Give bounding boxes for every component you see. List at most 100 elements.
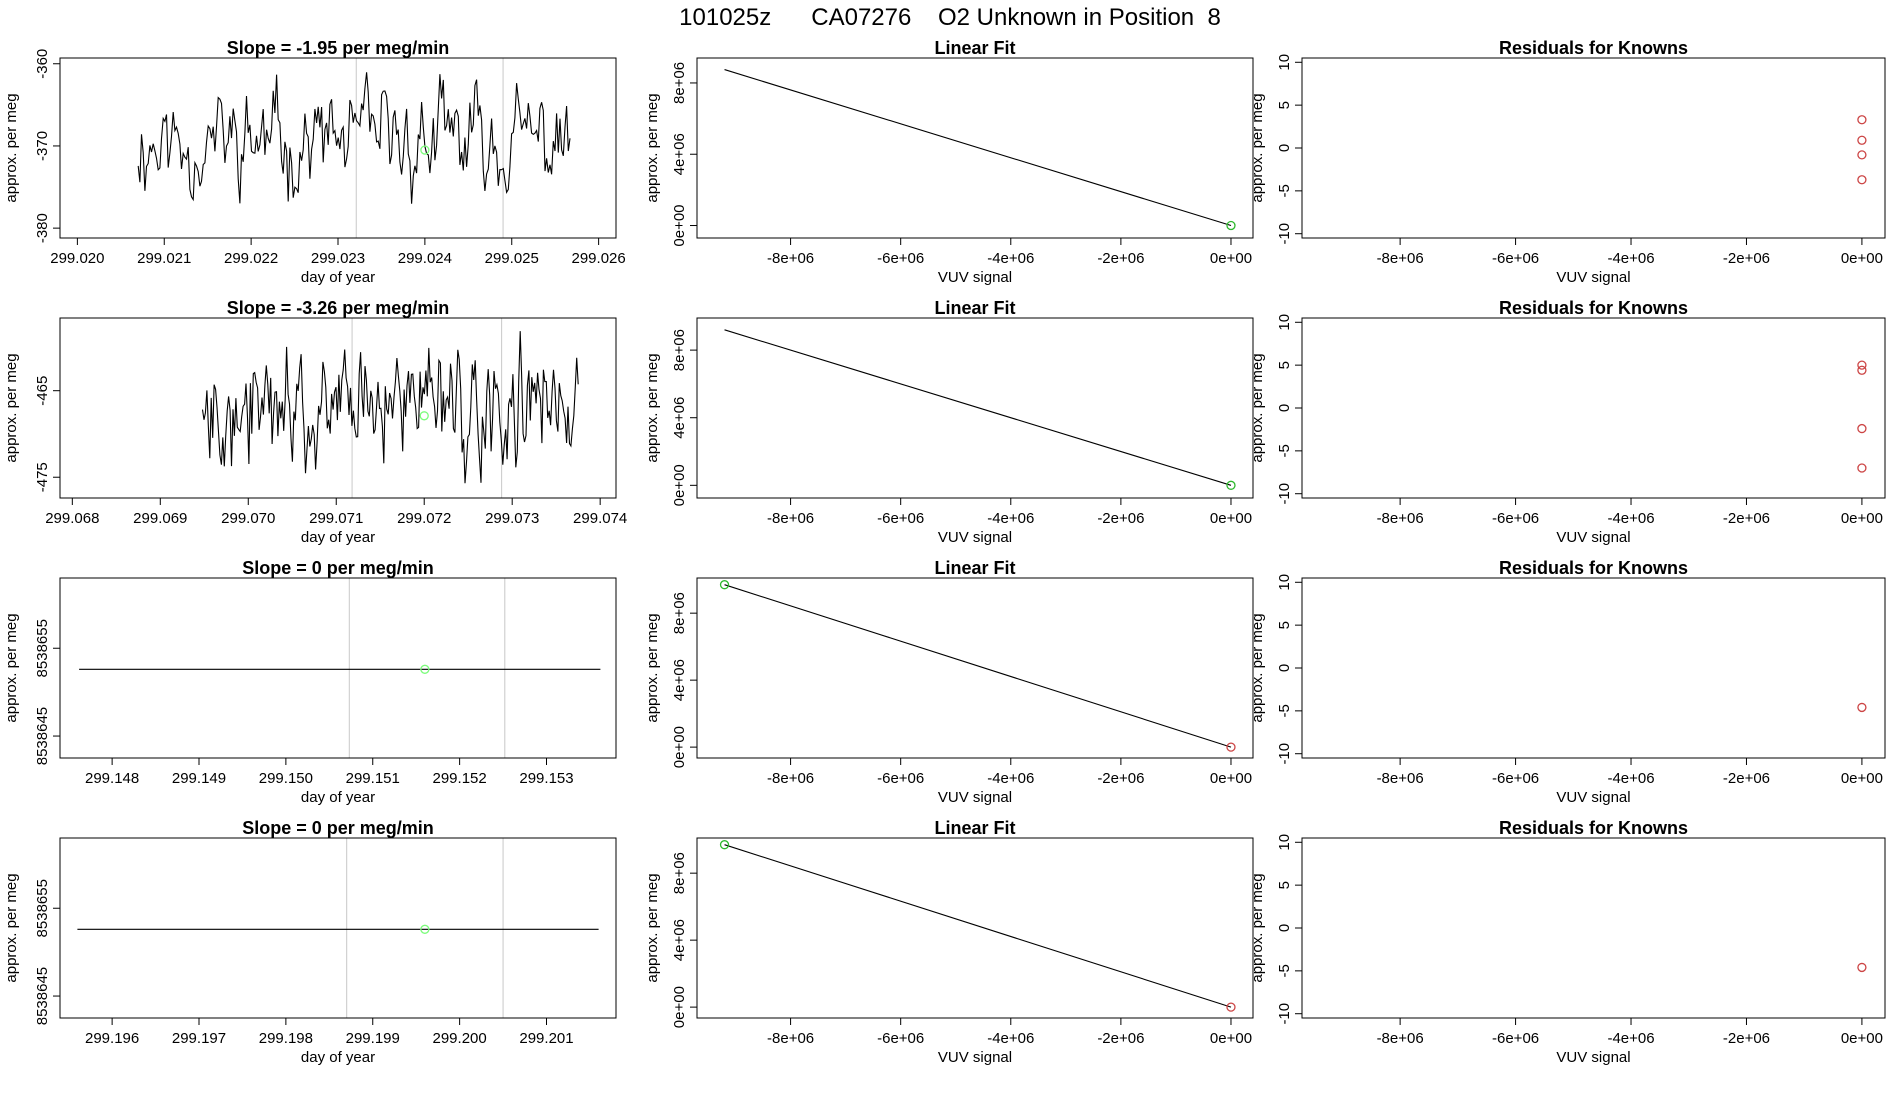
x-tick-label-4: 299.152: [433, 770, 487, 787]
y-axis-label: approx. per meg: [3, 873, 20, 982]
x-axis-label: day of year: [301, 269, 375, 286]
y-tick-label-2: 0: [1276, 924, 1293, 932]
y-tick-label-1: 4e+06: [671, 133, 688, 175]
data-point-3: [1857, 175, 1867, 185]
x-tick-label-1: -6e+06: [877, 250, 924, 267]
x-tick-label-1: -6e+06: [1492, 1030, 1539, 1047]
plot-area: [724, 329, 1236, 490]
y-tick-label-0: 0e+00: [671, 726, 688, 768]
series-line-0: [137, 72, 571, 204]
panel-title: Linear Fit: [934, 298, 1015, 318]
x-axis-label: VUV signal: [1556, 529, 1630, 546]
panel-timeseries-1: 299.020 299.021 299.022 299.023 299.024 299.0…: [3, 38, 626, 286]
x-tick-label-0: -8e+06: [767, 1030, 814, 1047]
y-tick-label-2: 8e+06: [671, 852, 688, 894]
y-tick-label-3: 5: [1276, 361, 1293, 369]
x-tick-label-5: 299.201: [519, 1030, 573, 1047]
x-tick-label-0: 299.020: [50, 250, 104, 267]
x-tick-label-0: -8e+06: [1377, 770, 1424, 787]
fit-line: [724, 69, 1232, 227]
x-tick-label-6: 299.074: [573, 510, 627, 527]
y-tick-label-0: -10: [1276, 483, 1293, 505]
y-axis-label: approx. per meg: [1249, 353, 1266, 462]
plot-area: [724, 69, 1236, 231]
plot-area: [1857, 962, 1867, 973]
y-tick-label-0: -10: [1276, 1003, 1293, 1025]
y-tick-label-1: -5: [1276, 444, 1293, 457]
data-point-1: [1857, 135, 1867, 145]
plot-area: [719, 580, 1236, 752]
x-tick-label-0: -8e+06: [767, 250, 814, 267]
x-tick-label-5: 299.153: [519, 770, 573, 787]
y-axis-label: approx. per meg: [644, 93, 661, 202]
y-tick-label-2: 8e+06: [671, 62, 688, 104]
x-tick-label-0: 299.068: [45, 510, 99, 527]
panel-title: Slope = 0 per meg/min: [242, 818, 434, 838]
plot-frame: [696, 577, 1254, 759]
panel-title: Linear Fit: [934, 38, 1015, 58]
y-tick-label-1: -5: [1276, 704, 1293, 717]
panel-title: Linear Fit: [934, 558, 1015, 578]
y-tick-label-3: 5: [1276, 101, 1293, 109]
x-tick-label-1: -6e+06: [877, 1030, 924, 1047]
x-tick-label-2: -4e+06: [987, 770, 1034, 787]
mean-marker: [419, 411, 429, 421]
x-tick-label-6: 299.026: [572, 250, 626, 267]
x-axis-label: VUV signal: [938, 529, 1012, 546]
y-tick-label-2: -380: [34, 213, 51, 243]
y-axis-label: approx. per meg: [644, 873, 661, 982]
data-point-0: [1857, 360, 1867, 370]
x-tick-label-4: 0e+00: [1841, 250, 1883, 267]
x-tick-label-4: 0e+00: [1210, 510, 1252, 527]
x-tick-label-2: 299.070: [221, 510, 275, 527]
y-axis-label: approx. per meg: [3, 613, 20, 722]
data-point-2: [1857, 423, 1867, 434]
plot-area: [719, 840, 1236, 1012]
panel-linear-fit-1: -8e+06 -6e+06 -4e+06 -2e+06 0e+00 0e+00 4e+06 8…: [644, 38, 1254, 286]
x-tick-label-0: -8e+06: [1377, 250, 1424, 267]
y-tick-label-0: 8538645: [34, 707, 51, 765]
plot-frame: [59, 577, 617, 759]
plot-frame: [1301, 57, 1886, 239]
mean-marker: [420, 664, 430, 674]
y-tick-label-0: -465: [34, 376, 51, 406]
panel-title: Slope = -3.26 per meg/min: [227, 298, 450, 318]
data-point-0: [1226, 480, 1236, 490]
x-axis-label: VUV signal: [1556, 269, 1630, 286]
panel-title: Linear Fit: [934, 818, 1015, 838]
plot-area: [137, 58, 571, 238]
y-tick-label-1: -5: [1276, 184, 1293, 197]
y-tick-label-4: 10: [1276, 574, 1293, 591]
plot-frame: [59, 317, 617, 499]
data-point-0: [1226, 220, 1236, 231]
x-tick-label-2: -4e+06: [1607, 1030, 1654, 1047]
x-tick-label-3: -2e+06: [1723, 770, 1770, 787]
plot-frame: [696, 57, 1254, 239]
x-axis-label: VUV signal: [938, 1049, 1012, 1066]
plot-frame: [696, 317, 1254, 499]
y-tick-label-3: 5: [1276, 621, 1293, 629]
panel-residuals-2: -8e+06 -6e+06 -4e+06 -2e+06 0e+00 -10 -5 0 5 10 Re…: [1249, 298, 1886, 546]
x-axis-label: day of year: [301, 529, 375, 546]
x-tick-label-0: -8e+06: [767, 770, 814, 787]
x-axis-label: VUV signal: [938, 269, 1012, 286]
fit-line: [724, 584, 1232, 748]
panel-residuals-3: -8e+06 -6e+06 -4e+06 -2e+06 0e+00 -10 -5 0 5 10 Re…: [1249, 558, 1886, 806]
data-point-0: [1857, 115, 1867, 125]
x-tick-label-3: 299.151: [346, 770, 400, 787]
panel-timeseries-2: 299.068 299.069 299.070 299.071 299.072 299.0…: [3, 298, 627, 546]
x-tick-label-4: 0e+00: [1210, 250, 1252, 267]
x-tick-label-3: -2e+06: [1723, 1030, 1770, 1047]
x-tick-label-2: 299.150: [259, 770, 313, 787]
x-tick-label-1: -6e+06: [1492, 770, 1539, 787]
x-tick-label-3: 299.199: [346, 1030, 400, 1047]
x-tick-label-1: -6e+06: [877, 510, 924, 527]
data-point-0: [719, 580, 730, 590]
y-tick-label-1: 4e+06: [671, 919, 688, 961]
x-tick-label-0: -8e+06: [767, 510, 814, 527]
y-axis-label: approx. per meg: [3, 353, 20, 462]
y-tick-label-0: 0e+00: [671, 986, 688, 1028]
x-tick-label-2: -4e+06: [987, 1030, 1034, 1047]
x-tick-label-1: 299.197: [172, 1030, 226, 1047]
